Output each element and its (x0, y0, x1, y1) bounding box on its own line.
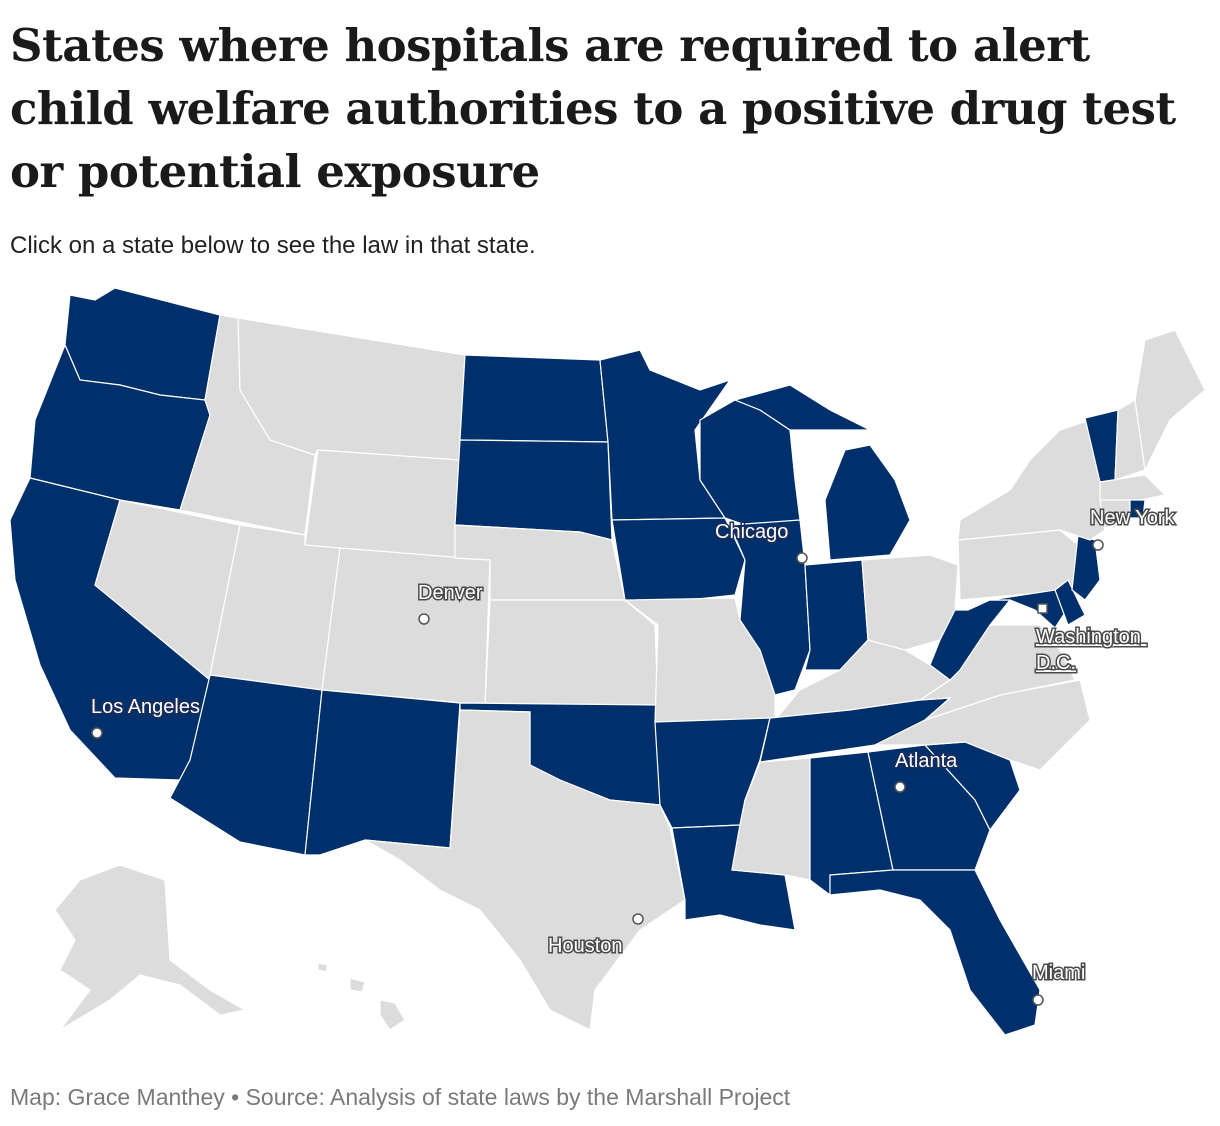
city-label-chicago: Chicago (715, 521, 788, 543)
city-marker-los-angeles: Los Angeles (90, 695, 201, 739)
state-MA[interactable] (1099, 474, 1167, 501)
source-credit: Map: Grace Manthey • Source: Analysis of… (10, 1084, 791, 1110)
state-ME[interactable] (1134, 329, 1206, 472)
city-dot (418, 613, 430, 625)
city-marker-houston: Houston (547, 913, 644, 959)
city-dot (91, 727, 103, 739)
state-MN[interactable] (599, 349, 732, 521)
state-NY[interactable] (957, 419, 1106, 541)
city-marker-washington-dc: Washington D.C. (1035, 603, 1146, 676)
us-map: Chicago New York Denver Washington D.C. … (9, 287, 1206, 1036)
city-dot (1037, 603, 1048, 614)
city-label-miami: Miami (1032, 962, 1085, 984)
city-label-denver: Denver (418, 582, 483, 604)
city-marker-new-york: New York (1089, 506, 1177, 551)
state-SD[interactable] (454, 439, 613, 541)
city-marker-miami: Miami (1031, 961, 1087, 1006)
map-title: States where hospitals are required to a… (10, 19, 1176, 198)
city-marker-atlanta: Atlanta (894, 749, 960, 793)
state-HI[interactable] (317, 962, 406, 1031)
city-label-dc: D.C. (1036, 652, 1076, 674)
city-label-washington: Washington (1036, 626, 1141, 648)
state-NM[interactable] (304, 689, 461, 856)
city-label-houston: Houston (548, 935, 623, 957)
city-dot (1092, 539, 1104, 551)
map-subtitle: Click on a state below to see the law in… (10, 232, 536, 259)
state-RI[interactable] (1129, 499, 1146, 519)
state-ND[interactable] (459, 354, 609, 443)
state-CO[interactable] (321, 547, 491, 706)
city-label-washington-dc: Washington D.C. (1036, 626, 1146, 674)
state-TX[interactable] (364, 709, 686, 1031)
city-dot (796, 552, 808, 564)
state-DE[interactable] (1054, 579, 1086, 626)
city-dot (894, 781, 906, 793)
city-label-atlanta: Atlanta (895, 750, 958, 772)
state-MI[interactable] (824, 444, 911, 561)
state-WY[interactable] (304, 449, 461, 561)
city-marker-chicago: Chicago (714, 520, 808, 564)
city-label-los-angeles: Los Angeles (91, 696, 200, 718)
state-MI-UP[interactable] (733, 384, 871, 431)
state-FL[interactable] (829, 869, 1041, 1036)
state-KS[interactable] (484, 599, 659, 706)
city-dot (1032, 994, 1044, 1006)
city-marker-denver: Denver (417, 581, 484, 625)
state-MT[interactable] (237, 317, 466, 461)
state-IL[interactable] (729, 519, 811, 696)
state-AK[interactable] (54, 864, 247, 1031)
city-dot (632, 913, 644, 925)
city-label-new-york: New York (1090, 507, 1175, 529)
